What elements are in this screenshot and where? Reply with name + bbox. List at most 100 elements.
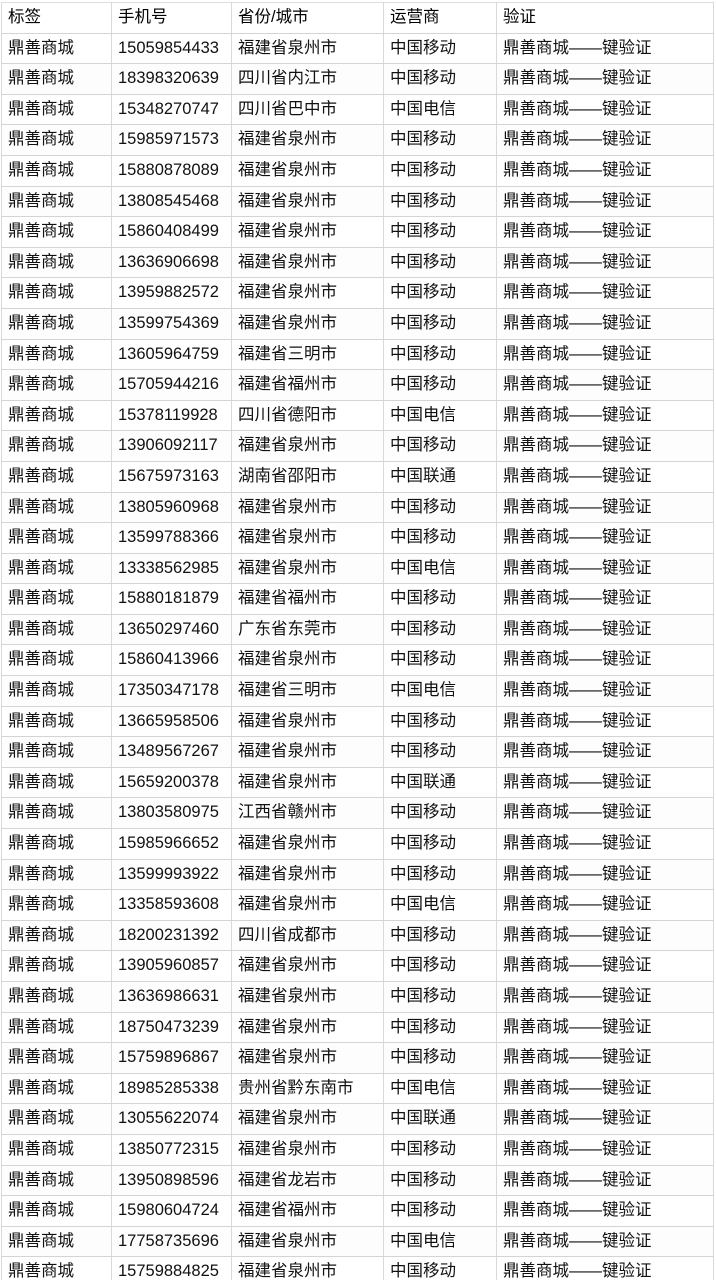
table-row[interactable]: 鼎善商城 13803580975 江西省赣州市 中国移动 鼎善商城——键验证 <box>1 797 714 830</box>
cell-phone: 15059854433 <box>111 32 232 65</box>
cell-carrier: 中国移动 <box>383 491 497 524</box>
cell-phone: 15860413966 <box>111 644 232 677</box>
cell-carrier: 中国移动 <box>383 1011 497 1044</box>
column-header-region[interactable]: 省份/城市 <box>231 2 384 34</box>
cell-tag: 鼎善商城 <box>1 307 112 340</box>
table-row[interactable]: 鼎善商城 18985285338 贵州省黔东南市 中国电信 鼎善商城——键验证 <box>1 1072 714 1105</box>
cell-carrier: 中国移动 <box>383 644 497 677</box>
table-row[interactable]: 鼎善商城 15860408499 福建省泉州市 中国移动 鼎善商城——键验证 <box>1 216 714 248</box>
cell-region: 四川省巴中市 <box>231 93 384 126</box>
cell-tag: 鼎善商城 <box>1 552 112 585</box>
cell-region: 福建省泉州市 <box>231 736 384 768</box>
cell-carrier: 中国电信 <box>383 399 497 432</box>
table-row[interactable]: 鼎善商城 15348270747 四川省巴中市 中国电信 鼎善商城——键验证 <box>1 93 714 126</box>
cell-region: 福建省泉州市 <box>231 1042 384 1074</box>
cell-carrier: 中国移动 <box>383 124 497 156</box>
cell-phone: 13599788366 <box>111 522 232 554</box>
cell-phone: 18985285338 <box>111 1072 232 1105</box>
table-row[interactable]: 鼎善商城 13636986631 福建省泉州市 中国移动 鼎善商城——键验证 <box>1 981 714 1013</box>
table-row[interactable]: 鼎善商城 15980604724 福建省福州市 中国移动 鼎善商城——键验证 <box>1 1195 714 1227</box>
cell-tag: 鼎善商城 <box>1 766 112 799</box>
cell-tag: 鼎善商城 <box>1 93 112 126</box>
cell-tag: 鼎善商城 <box>1 583 112 615</box>
cell-phone: 15985966652 <box>111 828 232 860</box>
table-row[interactable]: 鼎善商城 13358593608 福建省泉州市 中国电信 鼎善商城——键验证 <box>1 889 714 921</box>
table-row[interactable]: 鼎善商城 13665958506 福建省泉州市 中国移动 鼎善商城——键验证 <box>1 705 714 738</box>
table-row[interactable]: 鼎善商城 13905960857 福建省泉州市 中国移动 鼎善商城——键验证 <box>1 950 714 982</box>
cell-tag: 鼎善商城 <box>1 981 112 1013</box>
cell-phone: 13636906698 <box>111 246 232 279</box>
table-row[interactable]: 鼎善商城 13950898596 福建省龙岩市 中国移动 鼎善商城——键验证 <box>1 1164 714 1197</box>
table-row[interactable]: 鼎善商城 15705944216 福建省福州市 中国移动 鼎善商城——键验证 <box>1 369 714 401</box>
table-row[interactable]: 鼎善商城 13906092117 福建省泉州市 中国移动 鼎善商城——键验证 <box>1 430 714 462</box>
column-header-phone[interactable]: 手机号 <box>111 2 232 34</box>
table-row[interactable]: 鼎善商城 13599993922 福建省泉州市 中国移动 鼎善商城——键验证 <box>1 858 714 891</box>
cell-carrier: 中国移动 <box>383 1164 497 1197</box>
column-header-carrier[interactable]: 运营商 <box>383 2 497 34</box>
table-row[interactable]: 鼎善商城 13489567267 福建省泉州市 中国移动 鼎善商城——键验证 <box>1 736 714 768</box>
cell-region: 福建省泉州市 <box>231 1133 384 1166</box>
cell-region: 福建省福州市 <box>231 369 384 401</box>
cell-phone: 15985971573 <box>111 124 232 156</box>
cell-verify: 鼎善商城——键验证 <box>496 491 714 524</box>
table-row[interactable]: 鼎善商城 13055622074 福建省泉州市 中国联通 鼎善商城——键验证 <box>1 1103 714 1135</box>
table-row[interactable]: 鼎善商城 15659200378 福建省泉州市 中国联通 鼎善商城——键验证 <box>1 766 714 799</box>
table-row[interactable]: 鼎善商城 17350347178 福建省三明市 中国电信 鼎善商城——键验证 <box>1 675 714 707</box>
table-row[interactable]: 鼎善商城 15880181879 福建省福州市 中国移动 鼎善商城——键验证 <box>1 583 714 615</box>
table-row[interactable]: 鼎善商城 18750473239 福建省泉州市 中国移动 鼎善商城——键验证 <box>1 1011 714 1044</box>
table-row[interactable]: 鼎善商城 18398320639 四川省内江市 中国移动 鼎善商城——键验证 <box>1 63 714 95</box>
cell-region: 四川省内江市 <box>231 63 384 95</box>
cell-carrier: 中国电信 <box>383 675 497 707</box>
cell-verify: 鼎善商城——键验证 <box>496 1103 714 1135</box>
cell-tag: 鼎善商城 <box>1 919 112 952</box>
cell-tag: 鼎善商城 <box>1 1103 112 1135</box>
table-row[interactable]: 鼎善商城 13599788366 福建省泉州市 中国移动 鼎善商城——键验证 <box>1 522 714 554</box>
cell-verify: 鼎善商城——键验证 <box>496 246 714 279</box>
cell-region: 福建省泉州市 <box>231 552 384 585</box>
cell-carrier: 中国电信 <box>383 93 497 126</box>
table-row[interactable]: 鼎善商城 13805960968 福建省泉州市 中国移动 鼎善商城——键验证 <box>1 491 714 524</box>
cell-carrier: 中国移动 <box>383 1256 497 1280</box>
cell-carrier: 中国移动 <box>383 858 497 891</box>
table-row[interactable]: 鼎善商城 15985971573 福建省泉州市 中国移动 鼎善商城——键验证 <box>1 124 714 156</box>
table-row[interactable]: 鼎善商城 15860413966 福建省泉州市 中国移动 鼎善商城——键验证 <box>1 644 714 677</box>
cell-region: 广东省东莞市 <box>231 613 384 646</box>
table-row[interactable]: 鼎善商城 15880878089 福建省泉州市 中国移动 鼎善商城——键验证 <box>1 154 714 187</box>
table-row[interactable]: 鼎善商城 15378119928 四川省德阳市 中国电信 鼎善商城——键验证 <box>1 399 714 432</box>
cell-tag: 鼎善商城 <box>1 277 112 309</box>
table-row[interactable]: 鼎善商城 13338562985 福建省泉州市 中国电信 鼎善商城——键验证 <box>1 552 714 585</box>
column-header-verify[interactable]: 验证 <box>496 2 714 34</box>
table-row[interactable]: 鼎善商城 13808545468 福建省泉州市 中国移动 鼎善商城——键验证 <box>1 185 714 218</box>
cell-region: 福建省龙岩市 <box>231 1164 384 1197</box>
table-row[interactable]: 鼎善商城 15759884825 福建省泉州市 中国移动 鼎善商城——键验证 <box>1 1256 714 1280</box>
cell-verify: 鼎善商城——键验证 <box>496 93 714 126</box>
cell-tag: 鼎善商城 <box>1 1042 112 1074</box>
cell-carrier: 中国移动 <box>383 216 497 248</box>
cell-carrier: 中国移动 <box>383 246 497 279</box>
table-row[interactable]: 鼎善商城 13636906698 福建省泉州市 中国移动 鼎善商城——键验证 <box>1 246 714 279</box>
cell-tag: 鼎善商城 <box>1 32 112 65</box>
table-row[interactable]: 鼎善商城 15059854433 福建省泉州市 中国移动 鼎善商城——键验证 <box>1 32 714 65</box>
table-row[interactable]: 鼎善商城 15675973163 湖南省邵阳市 中国联通 鼎善商城——键验证 <box>1 460 714 493</box>
cell-phone: 13906092117 <box>111 430 232 462</box>
table-row[interactable]: 鼎善商城 13605964759 福建省三明市 中国移动 鼎善商城——键验证 <box>1 338 714 371</box>
table-row[interactable]: 鼎善商城 17758735696 福建省泉州市 中国电信 鼎善商城——键验证 <box>1 1225 714 1258</box>
cell-phone: 13489567267 <box>111 736 232 768</box>
cell-tag: 鼎善商城 <box>1 124 112 156</box>
table-row[interactable]: 鼎善商城 13850772315 福建省泉州市 中国移动 鼎善商城——键验证 <box>1 1133 714 1166</box>
cell-region: 福建省三明市 <box>231 675 384 707</box>
table-row[interactable]: 鼎善商城 15985966652 福建省泉州市 中国移动 鼎善商城——键验证 <box>1 828 714 860</box>
table-row[interactable]: 鼎善商城 13599754369 福建省泉州市 中国移动 鼎善商城——键验证 <box>1 307 714 340</box>
cell-verify: 鼎善商城——键验证 <box>496 460 714 493</box>
cell-tag: 鼎善商城 <box>1 1133 112 1166</box>
table-row[interactable]: 鼎善商城 13959882572 福建省泉州市 中国移动 鼎善商城——键验证 <box>1 277 714 309</box>
cell-carrier: 中国联通 <box>383 1103 497 1135</box>
column-header-tag[interactable]: 标签 <box>1 2 112 34</box>
cell-region: 福建省泉州市 <box>231 216 384 248</box>
table-row[interactable]: 鼎善商城 13650297460 广东省东莞市 中国移动 鼎善商城——键验证 <box>1 613 714 646</box>
cell-carrier: 中国联通 <box>383 766 497 799</box>
table-row[interactable]: 鼎善商城 18200231392 四川省成都市 中国移动 鼎善商城——键验证 <box>1 919 714 952</box>
table-row[interactable]: 鼎善商城 15759896867 福建省泉州市 中国移动 鼎善商城——键验证 <box>1 1042 714 1074</box>
cell-region: 福建省泉州市 <box>231 430 384 462</box>
